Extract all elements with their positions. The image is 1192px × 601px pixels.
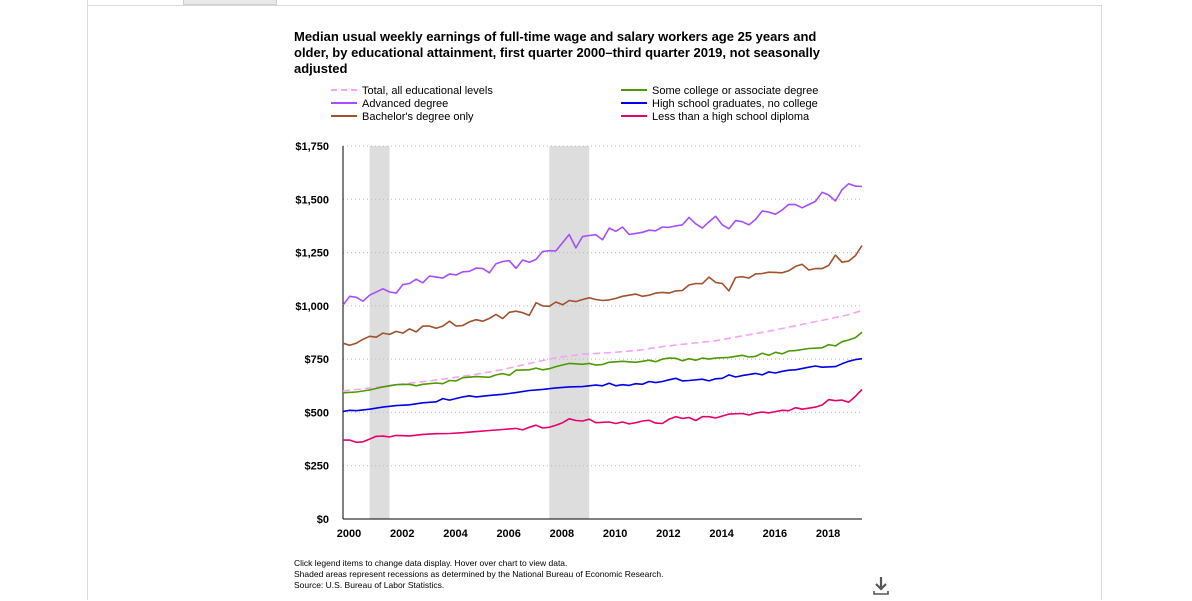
legend-label: Advanced degree — [362, 98, 449, 110]
x-tick-label: 2012 — [656, 528, 680, 540]
recession-band-1 — [369, 146, 390, 519]
recession-band-2 — [549, 146, 590, 519]
y-tick-label: $250 — [305, 461, 329, 473]
legend-label: Total, all educational levels — [362, 85, 493, 97]
x-tick-label: 2018 — [816, 528, 840, 540]
note-interaction: Click legend items to change data displa… — [294, 558, 568, 568]
legend-swatch — [621, 102, 647, 105]
x-tick-label: 2000 — [337, 528, 361, 540]
series-line-some-college-or-associate-degree[interactable] — [342, 331, 863, 394]
y-tick-label: $0 — [317, 514, 329, 526]
legend-swatch — [331, 115, 357, 118]
legend-item-some-college-or-associate-degree[interactable]: Some college or associate degree — [621, 85, 818, 98]
frame-right-border — [1101, 5, 1102, 600]
frame-left-border — [87, 0, 88, 600]
y-tick-label: $1,500 — [295, 194, 329, 206]
y-tick-label: $1,000 — [295, 301, 329, 313]
legend-item-bachelor-s-degree-only[interactable]: Bachelor's degree only — [331, 111, 474, 124]
legend-label: Bachelor's degree only — [362, 111, 474, 123]
x-tick-label: 2014 — [709, 528, 734, 540]
legend-label: Some college or associate degree — [652, 85, 819, 97]
x-tick-label: 2004 — [443, 528, 468, 540]
series-line-less-than-a-high-school-diploma[interactable] — [343, 388, 863, 444]
y-tick-label: $1,250 — [295, 248, 329, 260]
legend-label: High school graduates, no college — [652, 98, 818, 110]
x-tick-label: 2008 — [550, 528, 574, 540]
legend-item-high-school-graduates-no-college[interactable]: High school graduates, no college — [621, 98, 818, 111]
tick-labels: $0 $250 $500 $750 $1,000 $1,250 $1,500 $1,750 20… — [295, 141, 840, 540]
chart-legend: Total, all educational levels Advanced de… — [331, 85, 871, 127]
legend-swatch — [621, 115, 647, 118]
legend-label: Less than a high school diploma — [652, 111, 810, 123]
legend-swatch — [331, 89, 357, 92]
legend-item-total-all-educational-levels[interactable]: Total, all educational levels — [331, 85, 493, 98]
legend-swatch — [621, 89, 647, 92]
download-button[interactable] — [872, 576, 890, 596]
legend-swatch — [331, 102, 357, 105]
series-lines — [342, 182, 863, 444]
axes — [342, 146, 862, 520]
series-line-total-all-educational-levels[interactable] — [342, 309, 863, 392]
series-line-high-school-graduates-no-college[interactable] — [342, 357, 863, 413]
frame-top-border — [88, 5, 1101, 6]
series-line-advanced-degree[interactable] — [342, 182, 863, 306]
y-tick-label: $750 — [305, 354, 329, 366]
y-tick-label: $500 — [305, 407, 329, 419]
grid-lines — [343, 145, 862, 467]
x-tick-label: 2016 — [763, 528, 787, 540]
download-icon — [873, 577, 889, 595]
y-tick-label: $1,750 — [295, 141, 329, 153]
x-tick-label: 2010 — [603, 528, 627, 540]
chart-notes: Click legend items to change data displa… — [294, 558, 663, 591]
note-source: Source: U.S. Bureau of Labor Statistics. — [294, 580, 445, 590]
legend-item-less-than-a-high-school-diploma[interactable]: Less than a high school diploma — [621, 111, 809, 124]
x-tick-label: 2002 — [390, 528, 414, 540]
legend-item-advanced-degree[interactable]: Advanced degree — [331, 98, 448, 111]
series-line-bachelor-s-degree-only[interactable] — [342, 245, 863, 347]
tab-stub[interactable] — [183, 0, 277, 5]
chart-title: Median usual weekly earnings of full-tim… — [294, 29, 820, 76]
x-tick-label: 2006 — [496, 528, 520, 540]
recession-bands — [369, 146, 590, 519]
note-recessions: Shaded areas represent recessions as det… — [294, 569, 664, 579]
